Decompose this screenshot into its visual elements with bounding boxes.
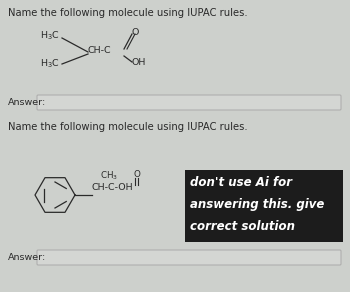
- Text: Answer:: Answer:: [8, 98, 46, 107]
- FancyBboxPatch shape: [37, 250, 341, 265]
- Text: CH-C-OH: CH-C-OH: [92, 183, 134, 192]
- Text: CH-C: CH-C: [88, 46, 112, 55]
- Text: Name the following molecule using IUPAC rules.: Name the following molecule using IUPAC …: [8, 8, 248, 18]
- FancyBboxPatch shape: [185, 170, 343, 242]
- Text: Name the following molecule using IUPAC rules.: Name the following molecule using IUPAC …: [8, 122, 248, 132]
- FancyBboxPatch shape: [37, 95, 341, 110]
- Text: CH$_3$: CH$_3$: [100, 170, 118, 182]
- Text: O: O: [133, 170, 140, 179]
- Text: correct solution: correct solution: [190, 220, 295, 233]
- Text: don't use Ai for: don't use Ai for: [190, 176, 292, 189]
- Text: H$_3$C: H$_3$C: [40, 58, 60, 70]
- Text: H$_3$C: H$_3$C: [40, 30, 60, 43]
- Text: OH: OH: [131, 58, 145, 67]
- Text: answering this. give: answering this. give: [190, 198, 324, 211]
- Text: O: O: [131, 28, 138, 37]
- Text: Answer:: Answer:: [8, 253, 46, 262]
